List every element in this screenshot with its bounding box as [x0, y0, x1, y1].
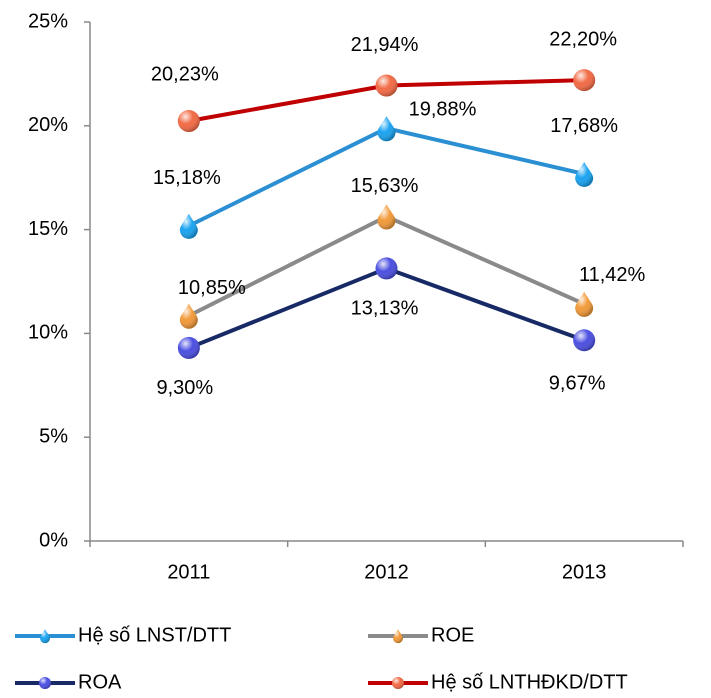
marker-shine [38, 676, 52, 690]
x-tick-label: 2011 [167, 561, 210, 583]
data-label: 21,94% [351, 34, 419, 56]
marker [575, 161, 594, 187]
marker [38, 676, 52, 690]
marker-shine [575, 291, 594, 317]
legend-item: ROE [368, 624, 474, 646]
marker-shine [573, 329, 596, 352]
marker-shine [375, 257, 398, 280]
marker-shine [393, 629, 403, 644]
marker [177, 110, 200, 133]
y-tick-label: 0% [39, 529, 68, 551]
marker-shine [377, 204, 396, 230]
marker-shine [575, 161, 594, 187]
marker-shine [375, 74, 398, 97]
legend-item: ROA [15, 671, 122, 693]
marker [573, 329, 596, 352]
data-label: 22,20% [549, 28, 617, 50]
marker-shine [40, 629, 50, 644]
legend-item: Hệ số LNST/DTT [15, 624, 231, 646]
data-label: 11,42% [579, 264, 646, 286]
y-tick-label: 10% [28, 322, 68, 344]
data-label: 15,18% [153, 167, 221, 189]
marker [40, 629, 50, 644]
y-tick-label: 25% [28, 10, 68, 32]
legend-label: Hệ số LNST/DTT [78, 624, 231, 646]
marker [573, 69, 596, 92]
legend-item: Hệ số LNTHĐKD/DTT [368, 671, 628, 693]
marker [179, 303, 198, 329]
marker [375, 74, 398, 97]
marker [179, 213, 198, 239]
marker [575, 291, 594, 317]
marker [377, 204, 396, 230]
legend-label: ROE [431, 624, 474, 646]
data-label: 20,23% [151, 63, 219, 85]
marker-shine [177, 110, 200, 133]
y-tick-label: 20% [28, 114, 68, 136]
y-tick-label: 5% [39, 425, 68, 447]
marker-shine [573, 69, 596, 92]
x-tick-label: 2013 [562, 561, 607, 583]
data-label: 15,63% [351, 175, 419, 197]
data-label: 10,85% [178, 277, 246, 299]
data-label: 9,30% [156, 377, 213, 399]
legend-label: ROA [78, 671, 122, 693]
data-label: 17,68% [550, 115, 618, 137]
marker-shine [377, 116, 396, 142]
marker [177, 336, 200, 359]
legend-label: Hệ số LNTHĐKD/DTT [431, 671, 628, 693]
marker-shine [179, 303, 198, 329]
marker [393, 629, 403, 644]
marker [391, 676, 405, 690]
x-tick-label: 2012 [364, 561, 409, 583]
marker [375, 257, 398, 280]
data-label: 19,88% [409, 99, 477, 121]
y-tick-label: 15% [28, 218, 68, 240]
marker-shine [391, 676, 405, 690]
data-label: 13,13% [351, 298, 419, 320]
marker [377, 116, 396, 142]
marker-shine [177, 336, 200, 359]
data-label: 9,67% [549, 373, 606, 395]
marker-shine [179, 213, 198, 239]
